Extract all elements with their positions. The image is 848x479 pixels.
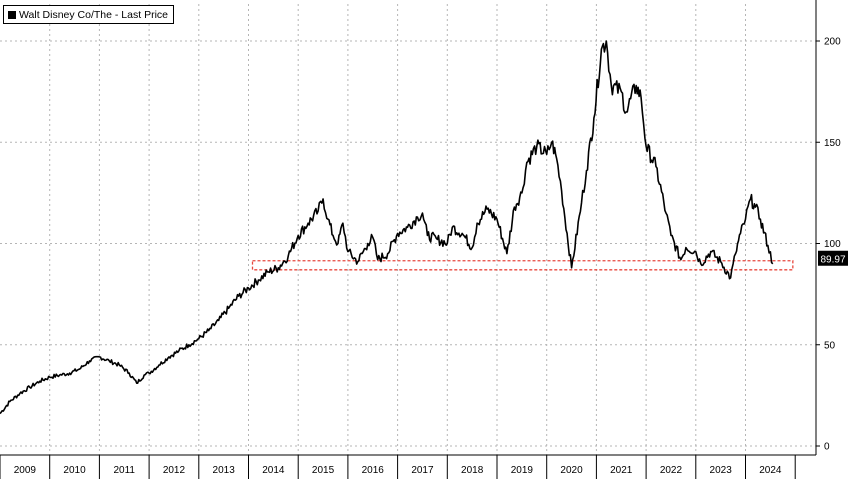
x-tick-label: 2014 bbox=[262, 465, 285, 476]
x-tick-labels: 2009 2010 2011 2012 2013 2014 2015 2016 2017 2018… bbox=[14, 465, 782, 476]
x-tick-label: 2022 bbox=[660, 465, 683, 476]
legend-swatch bbox=[8, 10, 16, 19]
last-value-label: 89.97 bbox=[820, 254, 845, 265]
y-tick-label: 150 bbox=[824, 138, 841, 149]
last-value-badge: 89.97 bbox=[818, 250, 848, 266]
x-tick-label: 2017 bbox=[411, 465, 434, 476]
y-tick-label: 0 bbox=[824, 442, 830, 453]
y-tick-label: 100 bbox=[824, 239, 841, 250]
x-tick-label: 2024 bbox=[759, 465, 782, 476]
legend: Walt Disney Co/The - Last Price bbox=[3, 5, 174, 24]
y-tick-label: 50 bbox=[824, 340, 836, 351]
x-tick-label: 2012 bbox=[163, 465, 186, 476]
price-line bbox=[0, 40, 774, 415]
x-gridlines bbox=[0, 4, 796, 479]
x-tick-label: 2018 bbox=[461, 465, 484, 476]
y-tick-label: 200 bbox=[824, 37, 841, 48]
x-tick-label: 2016 bbox=[362, 465, 385, 476]
last-value-badge-bg bbox=[818, 250, 848, 266]
x-tick-label: 2023 bbox=[710, 465, 733, 476]
y-tick-labels: 0 50 100 150 200 bbox=[824, 37, 841, 453]
support-band-rect bbox=[251, 260, 794, 271]
highlight-band bbox=[251, 260, 794, 271]
x-tick-label: 2013 bbox=[213, 465, 236, 476]
x-tick-label: 2021 bbox=[610, 465, 633, 476]
x-tick-label: 2019 bbox=[511, 465, 534, 476]
price-series bbox=[0, 40, 774, 415]
x-tick-label: 2015 bbox=[312, 465, 335, 476]
x-tick-label: 2009 bbox=[14, 465, 37, 476]
x-tick-label: 2011 bbox=[113, 465, 135, 476]
x-tick-label: 2020 bbox=[560, 465, 583, 476]
y-gridlines bbox=[0, 40, 820, 447]
x-tick-label: 2010 bbox=[63, 465, 86, 476]
legend-label: Walt Disney Co/The - Last Price bbox=[19, 8, 168, 21]
axes bbox=[0, 0, 817, 456]
